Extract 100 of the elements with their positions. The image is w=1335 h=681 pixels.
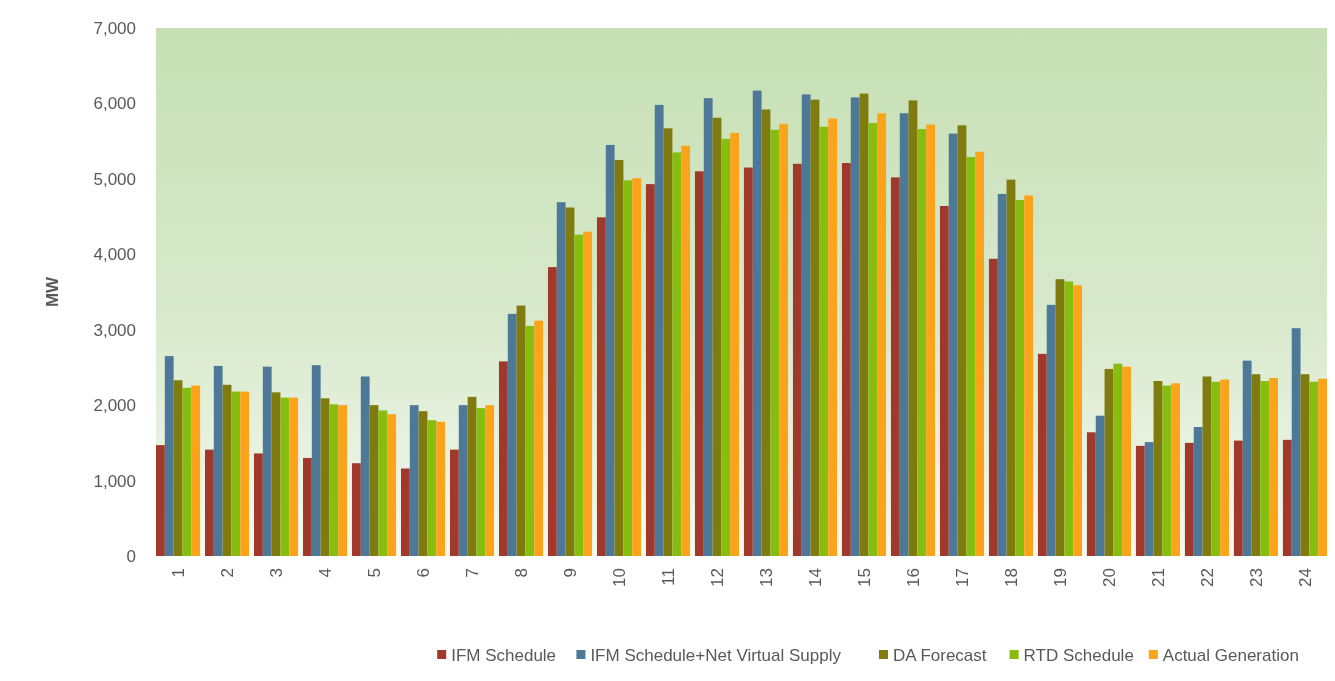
bar	[712, 117, 722, 556]
legend-label: RTD Schedule	[1023, 646, 1134, 665]
bar	[1242, 360, 1252, 556]
bar	[663, 128, 673, 556]
bar	[1193, 427, 1203, 556]
x-tick-label: 1	[169, 568, 188, 578]
bar	[1024, 195, 1034, 556]
bar	[1104, 368, 1114, 556]
y-tick-label: 2,000	[93, 396, 136, 416]
bar	[1318, 378, 1327, 556]
x-tick-label: 20	[1099, 568, 1119, 587]
bar	[271, 392, 281, 556]
bar	[828, 118, 838, 556]
bar	[819, 126, 829, 556]
bar	[948, 133, 958, 556]
bar	[605, 144, 615, 556]
bar	[400, 468, 410, 556]
bar	[1260, 381, 1270, 556]
legend-label: Actual Generation	[1162, 646, 1299, 665]
bar	[182, 387, 192, 556]
x-tick-label: 8	[511, 568, 531, 578]
bar	[156, 445, 165, 556]
bar	[213, 365, 223, 556]
bar	[338, 405, 348, 556]
bar	[547, 267, 557, 556]
bar	[231, 391, 241, 556]
bar	[975, 151, 985, 556]
bar	[917, 129, 927, 556]
bar	[899, 113, 909, 556]
bar	[387, 414, 397, 556]
bar	[645, 184, 655, 556]
y-tick-label: 3,000	[93, 320, 136, 340]
bar	[173, 380, 183, 556]
bar	[311, 365, 321, 556]
bar	[761, 109, 771, 556]
bar	[525, 325, 535, 556]
bar	[409, 405, 419, 556]
x-tick-label: 5	[364, 568, 384, 578]
bar	[908, 100, 918, 556]
bar	[418, 411, 428, 556]
bar	[191, 385, 201, 556]
bar	[859, 93, 869, 556]
bar	[485, 405, 495, 556]
y-axis-title: MW	[43, 275, 62, 308]
bar	[329, 404, 339, 556]
bar	[467, 396, 477, 556]
y-tick-label: 5,000	[93, 169, 136, 189]
bar	[1162, 385, 1172, 556]
bar	[1171, 383, 1181, 556]
bar	[1251, 374, 1261, 556]
x-tick-label: 4	[315, 568, 335, 578]
bar	[507, 313, 517, 556]
bar	[703, 98, 713, 556]
bar	[1282, 439, 1292, 556]
bar	[1184, 442, 1194, 556]
bar	[1233, 440, 1243, 556]
y-tick-label: 7,000	[93, 18, 136, 38]
bar	[498, 361, 508, 556]
bar	[623, 180, 633, 556]
x-tick-label: 19	[1050, 568, 1070, 587]
bar	[320, 398, 330, 556]
bar	[1046, 304, 1056, 556]
bar	[681, 145, 691, 556]
bar	[351, 463, 361, 556]
bar	[926, 124, 936, 556]
bar	[476, 408, 486, 556]
bar	[730, 132, 740, 556]
bar	[1086, 432, 1096, 556]
bar	[1064, 281, 1074, 556]
bar	[1073, 285, 1083, 556]
bar	[427, 420, 437, 556]
x-tick-label: 14	[805, 568, 825, 587]
x-tick-label: 22	[1197, 568, 1217, 587]
bar	[205, 449, 214, 556]
x-tick-label: 11	[658, 568, 678, 586]
bar	[890, 177, 900, 556]
bar	[1095, 415, 1105, 556]
bar	[770, 129, 780, 556]
bar	[262, 366, 272, 556]
y-tick-label: 1,000	[93, 471, 136, 491]
x-tick-label: 24	[1295, 568, 1315, 587]
bar	[222, 384, 232, 556]
bar	[360, 376, 370, 556]
bar	[289, 397, 299, 556]
bar	[632, 178, 642, 556]
bar	[449, 449, 459, 556]
bar	[939, 206, 949, 556]
bar	[1113, 363, 1123, 556]
bar	[574, 234, 584, 556]
bar	[1153, 381, 1163, 556]
bar	[841, 163, 851, 556]
bar	[779, 123, 789, 556]
bar	[583, 231, 593, 556]
x-tick-label: 10	[609, 568, 629, 587]
bar	[1202, 376, 1212, 556]
y-tick-label: 4,000	[93, 245, 136, 265]
bar	[988, 258, 998, 556]
bar	[1300, 374, 1310, 556]
x-tick-label: 17	[952, 568, 972, 587]
bar	[752, 90, 762, 556]
